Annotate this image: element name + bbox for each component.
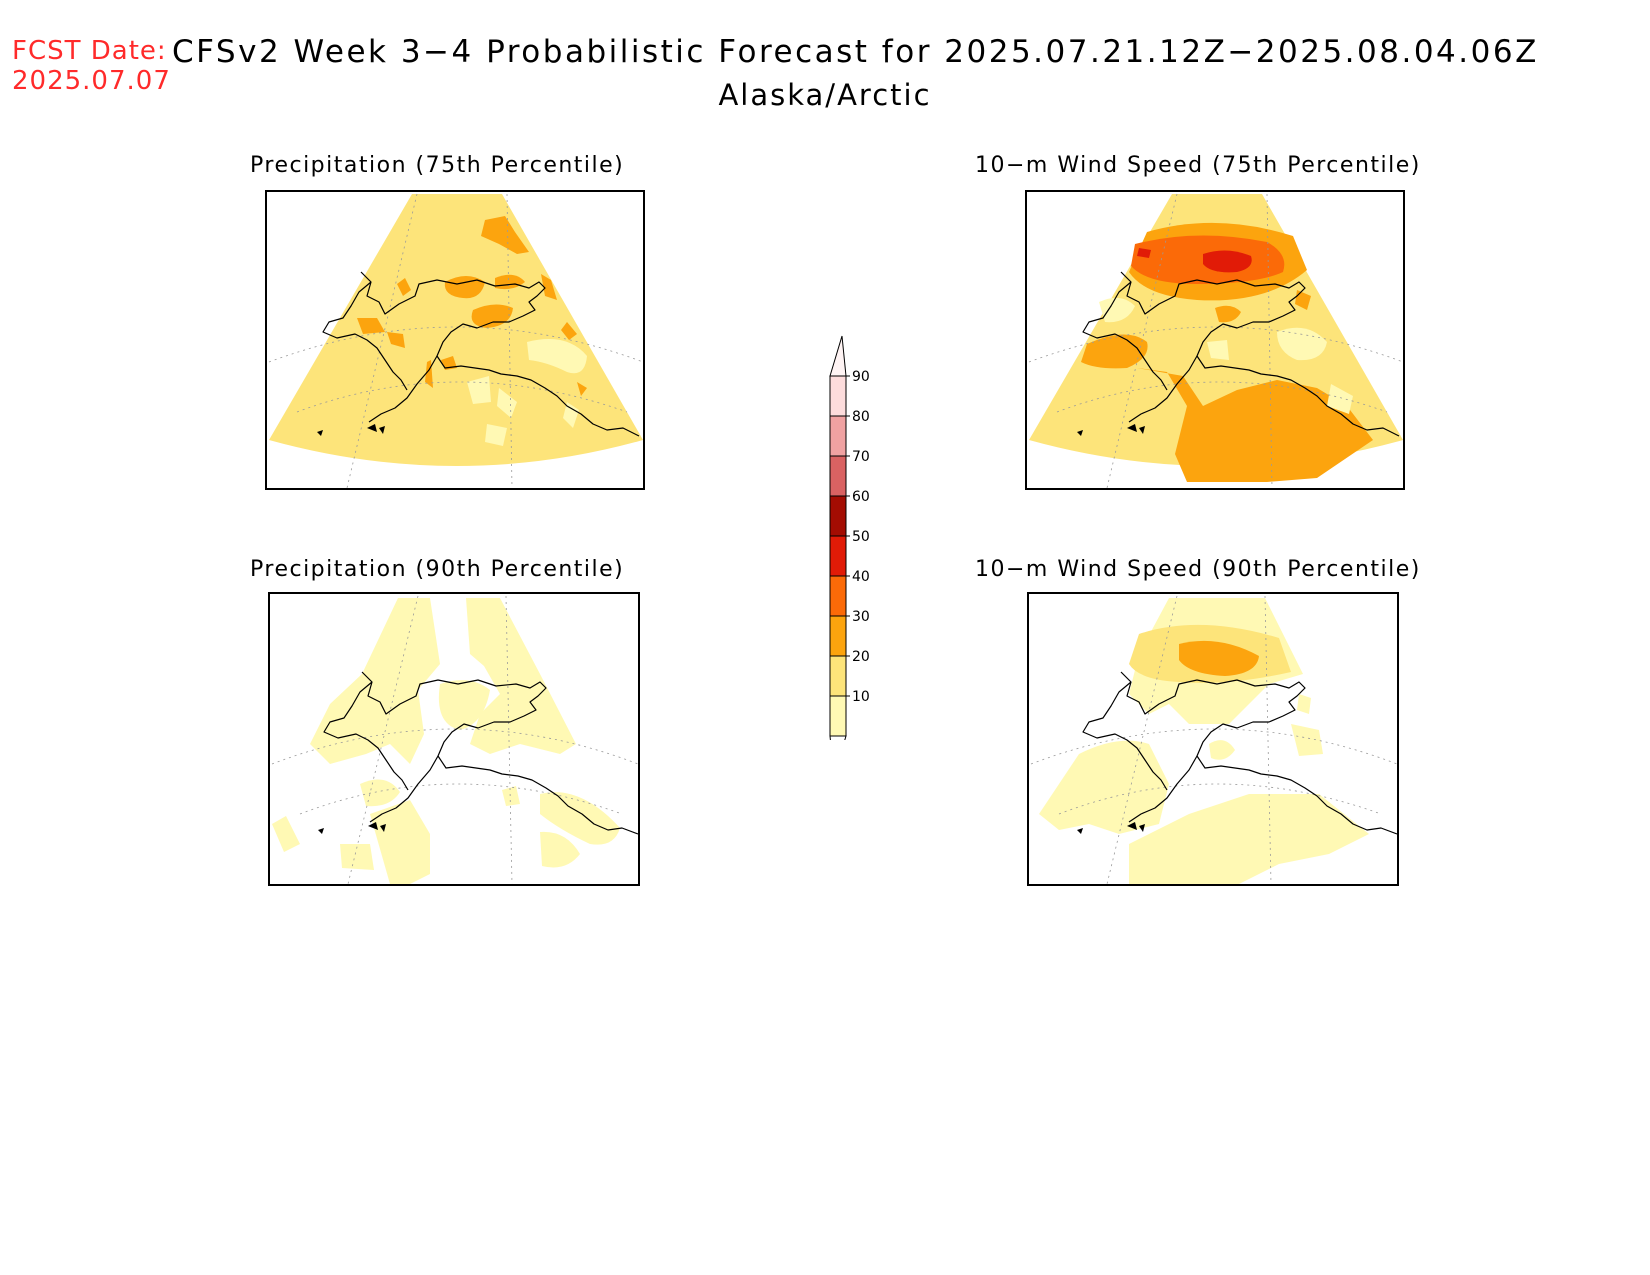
colorbar-segment-60	[830, 496, 846, 536]
colorbar-label-70: 70	[852, 449, 870, 465]
map-panel-precip-75	[265, 190, 645, 490]
probability-contours-10	[272, 598, 620, 884]
islands	[1077, 424, 1145, 436]
colorbar-label-40: 40	[852, 569, 870, 585]
probability-contours-10	[1099, 297, 1353, 414]
map-panel-wind-90	[1027, 592, 1399, 886]
colorbar-label-20: 20	[852, 649, 870, 665]
colorbar-segment-70	[830, 456, 846, 496]
colorbar-top-cap	[829, 335, 847, 377]
main-title: CFSv2 Week 3−4 Probabilistic Forecast fo…	[172, 34, 1539, 70]
colorbar-label-80: 80	[852, 409, 870, 425]
lat-lon-gridlines	[1028, 193, 1403, 488]
colorbar-svg: 90 80 70 60 50 40 30 20 10	[829, 335, 870, 777]
islands	[318, 822, 386, 834]
precip-75-map	[268, 193, 643, 488]
probability-contours-30	[1179, 640, 1259, 676]
region-title: Alaska/Arctic	[718, 78, 932, 112]
wind-90-map	[1030, 595, 1397, 884]
probability-colorbar: 90 80 70 60 50 40 30 20 10	[820, 330, 880, 777]
panel-title-precip-90: Precipitation (90th Percentile)	[250, 557, 625, 582]
alaska-coastline	[322, 271, 640, 437]
probability-contours-30	[357, 216, 587, 396]
alaska-coastline	[323, 671, 638, 835]
colorbar-segment-10	[830, 696, 846, 736]
colorbar-label-10: 10	[852, 689, 870, 705]
colorbar-segment-90	[830, 376, 846, 416]
fcst-date-label: FCST Date:	[12, 36, 167, 66]
alaska-coastline	[1082, 671, 1397, 835]
colorbar-label-60: 60	[852, 489, 870, 505]
alaska-coastline	[1082, 271, 1400, 437]
islands	[317, 424, 385, 436]
colorbar-segment-50	[830, 536, 846, 576]
colorbar-label-50: 50	[852, 529, 870, 545]
fcst-date-value: 2025.07.07	[12, 66, 171, 96]
colorbar-bottom-cap	[829, 735, 847, 777]
colorbar-segment-20	[830, 656, 846, 696]
colorbar-segment-80	[830, 416, 846, 456]
probability-contours-50	[1137, 248, 1252, 273]
forecast-fan-area	[269, 194, 643, 466]
wind-75-map	[1028, 193, 1403, 488]
colorbar-segment-40	[830, 576, 846, 616]
map-panel-precip-90	[268, 592, 640, 886]
lat-lon-gridlines	[268, 193, 643, 488]
colorbar-label-90: 90	[852, 369, 870, 385]
colorbar-segment-30	[830, 616, 846, 656]
map-panel-wind-75	[1025, 190, 1405, 490]
precip-90-map	[271, 595, 638, 884]
islands	[1077, 822, 1145, 834]
panel-title-precip-75: Precipitation (75th Percentile)	[250, 153, 625, 178]
panel-title-wind-90: 10−m Wind Speed (90th Percentile)	[975, 557, 1421, 582]
probability-contours-10	[467, 339, 587, 446]
colorbar-outline	[829, 375, 847, 737]
panel-title-wind-75: 10−m Wind Speed (75th Percentile)	[975, 153, 1421, 178]
colorbar-label-30: 30	[852, 609, 870, 625]
